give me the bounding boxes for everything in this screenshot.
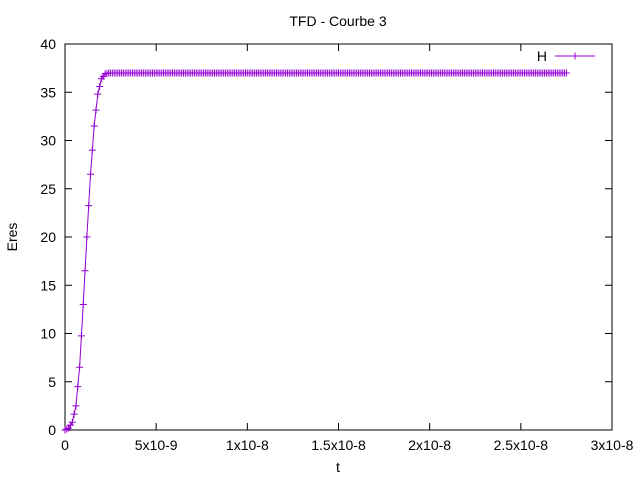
series-point-h [83,233,91,241]
series-point-h [65,424,73,432]
x-tick-label: 2x10-8 [408,437,451,453]
y-axis: 0 5 10 15 20 25 30 35 40 [40,36,612,438]
y-tick-label: 30 [40,133,56,149]
y-tick-label: 0 [48,422,56,438]
series-point-h [79,301,87,309]
x-tick-label: 1x10-8 [226,437,269,453]
legend: H [537,48,595,64]
series-point-h [81,267,89,275]
x-axis-label: t [336,459,340,475]
y-tick-label: 40 [40,36,56,52]
series-point-h [88,146,96,154]
series-line-h [64,72,567,431]
x-tick-label: 3x10-8 [591,437,634,453]
y-tick-label: 25 [40,181,56,197]
series-point-h [92,106,100,114]
x-axis: 0 5x10-9 1x10-8 1.5x10-8 2x10-8 2.5x10-8 3x10-… [61,44,634,453]
series-point-h [63,425,71,433]
x-tick-label: 2.5x10-8 [494,437,549,453]
x-tick-label: 5x10-9 [135,437,178,453]
series-point-h [61,426,69,434]
series-point-h [74,383,82,391]
y-tick-label: 5 [48,374,56,390]
y-tick-label: 35 [40,84,56,100]
x-tick-label: 1.5x10-8 [311,437,366,453]
series-point-h [76,363,84,371]
legend-label-h: H [537,48,547,64]
series-point-h [85,202,93,210]
chart-title: TFD - Courbe 3 [289,13,386,29]
series-point-h [90,122,98,130]
series-point-h [562,69,570,77]
series-point-h [87,170,95,178]
series-h [61,69,570,434]
x-tick-label: 0 [61,437,69,453]
y-tick-label: 15 [40,277,56,293]
series-point-h [96,82,104,90]
series-point-h [77,332,85,340]
series-point-h [72,402,80,410]
series-point-h [66,421,74,429]
y-tick-label: 20 [40,229,56,245]
y-tick-label: 10 [40,326,56,342]
y-axis-label: Eres [4,223,20,252]
legend-marker-h [571,52,579,60]
series-point-h [94,90,102,98]
series-point-h [68,418,76,426]
plot-border [64,43,613,431]
series-point-h [70,410,78,418]
